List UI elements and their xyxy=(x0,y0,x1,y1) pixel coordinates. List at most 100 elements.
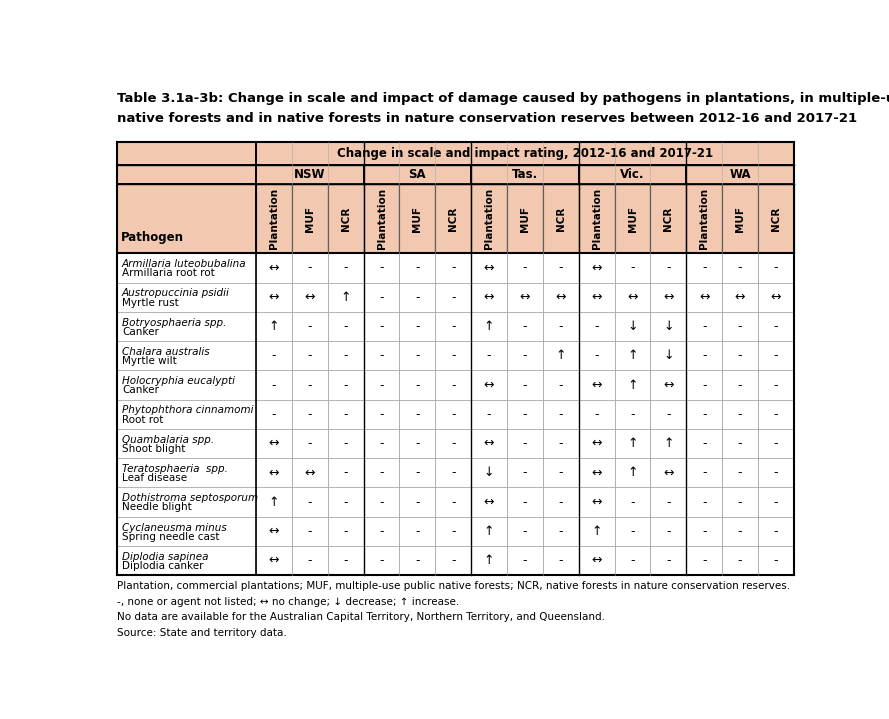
Bar xyxy=(471,283,507,312)
Text: Pathogen: Pathogen xyxy=(121,231,184,244)
Bar xyxy=(292,458,328,487)
Text: -: - xyxy=(343,525,348,538)
Text: native forests and in native forests in nature conservation reserves between 201: native forests and in native forests in … xyxy=(117,112,858,125)
Text: -: - xyxy=(343,349,348,362)
Text: -: - xyxy=(451,262,455,275)
Bar xyxy=(399,458,436,487)
Bar xyxy=(364,429,399,458)
Bar xyxy=(471,341,507,370)
Bar xyxy=(256,165,364,184)
Text: ↔: ↔ xyxy=(556,290,566,303)
Bar xyxy=(614,400,651,429)
Text: Quambalaria spp.: Quambalaria spp. xyxy=(122,435,214,445)
Text: -: - xyxy=(272,408,276,421)
Bar xyxy=(399,370,436,400)
Text: -: - xyxy=(558,554,563,567)
Text: ↔: ↔ xyxy=(484,378,494,392)
Bar xyxy=(292,429,328,458)
Bar xyxy=(758,184,794,253)
Text: NSW: NSW xyxy=(294,168,325,181)
Bar xyxy=(117,283,256,312)
Bar xyxy=(292,370,328,400)
Text: ↓: ↓ xyxy=(628,320,637,333)
Bar xyxy=(256,546,292,575)
Bar xyxy=(328,283,364,312)
Text: Austropuccinia psidii: Austropuccinia psidii xyxy=(122,288,230,298)
Text: -: - xyxy=(343,408,348,421)
Bar xyxy=(399,400,436,429)
Bar xyxy=(758,312,794,341)
Bar xyxy=(256,400,292,429)
Text: -: - xyxy=(523,495,527,508)
Text: -: - xyxy=(380,554,384,567)
Bar xyxy=(436,546,471,575)
Bar xyxy=(722,312,758,341)
Text: ↑: ↑ xyxy=(591,525,602,538)
Text: -: - xyxy=(523,467,527,480)
Text: -: - xyxy=(415,378,420,392)
Text: -: - xyxy=(738,495,742,508)
Text: -: - xyxy=(308,554,312,567)
Text: Botryosphaeria spp.: Botryosphaeria spp. xyxy=(122,318,227,328)
Bar xyxy=(651,312,686,341)
Bar xyxy=(507,283,543,312)
Bar xyxy=(507,253,543,283)
Bar xyxy=(651,400,686,429)
Bar xyxy=(117,341,256,370)
Text: -: - xyxy=(451,408,455,421)
Text: -: - xyxy=(666,554,670,567)
Bar xyxy=(686,400,722,429)
Text: -: - xyxy=(702,320,707,333)
Text: ↔: ↔ xyxy=(305,467,315,480)
Bar xyxy=(543,517,579,546)
Text: Table 3.1a-3b: Change in scale and impact of damage caused by pathogens in plant: Table 3.1a-3b: Change in scale and impac… xyxy=(117,93,889,106)
Text: -: - xyxy=(451,290,455,303)
Text: -: - xyxy=(666,495,670,508)
Text: -: - xyxy=(415,437,420,450)
Text: ↑: ↑ xyxy=(628,467,637,480)
Bar xyxy=(328,253,364,283)
Text: -: - xyxy=(738,349,742,362)
Bar xyxy=(117,184,256,253)
Text: ↓: ↓ xyxy=(663,320,674,333)
Text: -: - xyxy=(308,525,312,538)
Text: Myrtle wilt: Myrtle wilt xyxy=(122,356,177,366)
Text: Source: State and territory data.: Source: State and territory data. xyxy=(117,628,287,638)
Text: -: - xyxy=(272,378,276,392)
Text: -: - xyxy=(738,525,742,538)
Text: -: - xyxy=(380,320,384,333)
Bar xyxy=(614,429,651,458)
Bar xyxy=(328,429,364,458)
Text: Diplodia canker: Diplodia canker xyxy=(122,561,204,571)
Text: -: - xyxy=(773,378,778,392)
Bar xyxy=(651,253,686,283)
Bar xyxy=(292,341,328,370)
Bar xyxy=(364,517,399,546)
Text: NCR: NCR xyxy=(771,206,781,231)
Text: Canker: Canker xyxy=(122,385,159,395)
Bar xyxy=(507,312,543,341)
Bar xyxy=(579,312,614,341)
Bar xyxy=(256,312,292,341)
Text: ↑: ↑ xyxy=(484,554,494,567)
Bar xyxy=(507,184,543,253)
Text: ↔: ↔ xyxy=(663,290,674,303)
Bar xyxy=(543,429,579,458)
Bar xyxy=(364,312,399,341)
Text: ↔: ↔ xyxy=(591,467,602,480)
Text: ↔: ↔ xyxy=(268,525,279,538)
Text: -: - xyxy=(415,495,420,508)
Bar xyxy=(436,400,471,429)
Text: MUF: MUF xyxy=(305,206,315,232)
Text: -: - xyxy=(702,437,707,450)
Bar xyxy=(579,429,614,458)
Text: MUF: MUF xyxy=(412,206,422,232)
Text: ↔: ↔ xyxy=(268,467,279,480)
Text: -: - xyxy=(380,495,384,508)
Text: ↑: ↑ xyxy=(556,349,566,362)
Text: ↔: ↔ xyxy=(484,495,494,508)
Text: NCR: NCR xyxy=(340,206,350,231)
Bar xyxy=(579,546,614,575)
Text: -: - xyxy=(630,262,635,275)
Text: ↑: ↑ xyxy=(268,320,279,333)
